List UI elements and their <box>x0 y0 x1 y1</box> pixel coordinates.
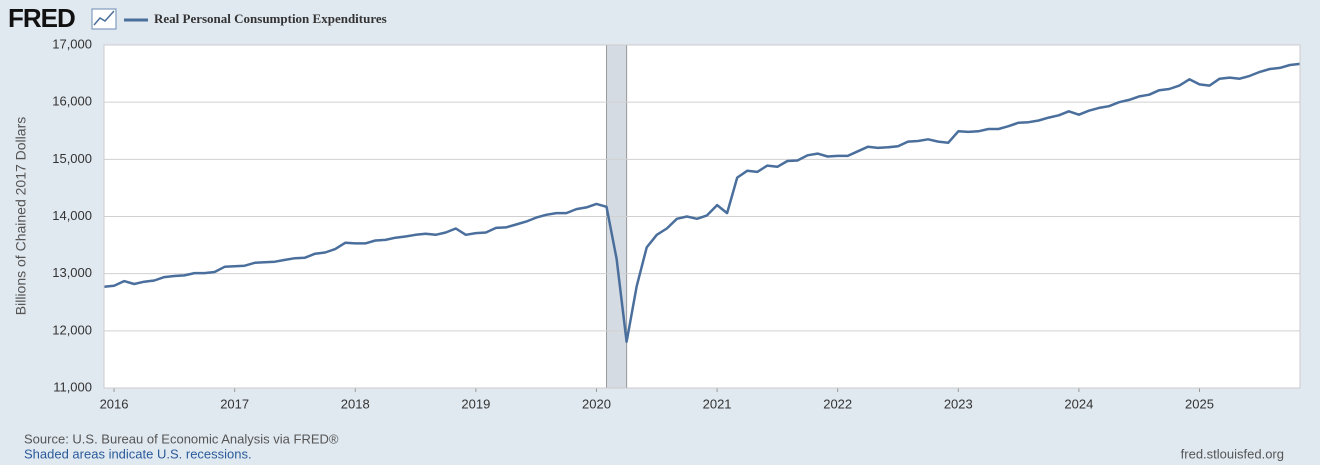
logo-icon <box>91 8 117 30</box>
x-tick-label: 2019 <box>461 396 490 411</box>
x-tick-label: 2023 <box>944 396 973 411</box>
y-tick-label: 11,000 <box>53 379 92 394</box>
y-tick-label: 15,000 <box>52 151 92 166</box>
note[interactable]: Shaded areas indicate U.S. recessions. <box>24 446 252 461</box>
y-tick-label: 13,000 <box>52 265 92 280</box>
x-tick-label: 2021 <box>703 396 732 411</box>
y-tick-label: 14,000 <box>52 208 92 223</box>
url[interactable]: fred.stlouisfed.org <box>1181 446 1284 461</box>
x-tick-label: 2024 <box>1064 396 1093 411</box>
y-tick-label: 12,000 <box>52 322 92 337</box>
x-tick-label: 2017 <box>220 396 249 411</box>
x-tick-label: 2018 <box>341 396 370 411</box>
source: Source: U.S. Bureau of Economic Analysis… <box>24 431 339 446</box>
x-tick-label: 2022 <box>823 396 852 411</box>
x-tick-label: 2025 <box>1185 396 1214 411</box>
y-axis-label: Billions of Chained 2017 Dollars <box>13 117 29 315</box>
series-line <box>103 62 1301 343</box>
plot-border <box>103 44 1301 389</box>
x-tick-label: 2020 <box>582 396 611 411</box>
x-tick-label: 2016 <box>100 396 129 411</box>
logo: FRED <box>8 3 75 33</box>
legend-label: Real Personal Consumption Expenditures <box>154 11 387 26</box>
y-tick-label: 16,000 <box>52 94 92 109</box>
y-tick-label: 17,000 <box>52 36 92 51</box>
